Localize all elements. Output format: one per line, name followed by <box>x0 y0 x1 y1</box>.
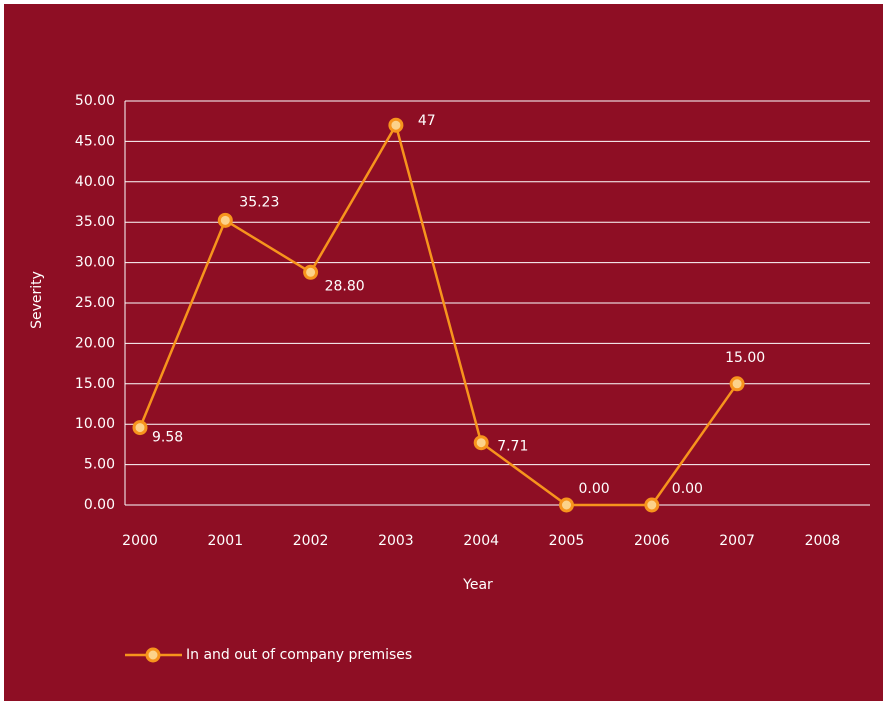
background <box>4 4 883 701</box>
y-tick-label: 15.00 <box>75 376 115 392</box>
data-label: 28.80 <box>325 278 365 294</box>
x-tick-label: 2005 <box>549 533 585 549</box>
x-tick-label: 2001 <box>207 533 243 549</box>
legend-marker <box>145 647 161 663</box>
data-label: 0.00 <box>672 481 703 497</box>
y-tick-label: 30.00 <box>75 255 115 271</box>
y-tick-label: 45.00 <box>75 133 115 149</box>
data-label: 0.00 <box>579 481 610 497</box>
marker <box>473 435 489 451</box>
x-tick-label: 2006 <box>634 533 670 549</box>
marker <box>303 264 319 280</box>
marker <box>644 497 660 513</box>
y-tick-label: 25.00 <box>75 295 115 311</box>
y-tick-label: 35.00 <box>75 214 115 230</box>
data-label: 15.00 <box>725 350 765 366</box>
marker <box>388 117 404 133</box>
data-label: 47 <box>418 113 436 129</box>
data-label: 7.71 <box>497 439 528 455</box>
x-tick-label: 2004 <box>463 533 499 549</box>
marker <box>217 212 233 228</box>
y-tick-label: 40.00 <box>75 174 115 190</box>
y-tick-label: 50.00 <box>75 93 115 109</box>
data-label: 35.23 <box>239 194 279 210</box>
legend-label: In and out of company premises <box>186 647 412 663</box>
y-tick-label: 0.00 <box>84 497 115 513</box>
y-axis-title: Severity <box>29 271 45 329</box>
marker <box>132 420 148 436</box>
x-tick-label: 2003 <box>378 533 414 549</box>
marker <box>559 497 574 513</box>
x-axis-title: Year <box>462 577 493 593</box>
y-tick-label: 20.00 <box>75 335 115 351</box>
y-tick-label: 5.00 <box>84 457 115 473</box>
x-tick-label: 2008 <box>805 533 841 549</box>
x-tick-label: 2007 <box>719 533 755 549</box>
x-tick-label: 2000 <box>122 533 158 549</box>
y-tick-label: 10.00 <box>75 416 115 432</box>
line <box>138 122 739 507</box>
x-tick-label: 2002 <box>293 533 329 549</box>
data-label: 9.58 <box>152 430 183 446</box>
marker <box>729 376 745 392</box>
